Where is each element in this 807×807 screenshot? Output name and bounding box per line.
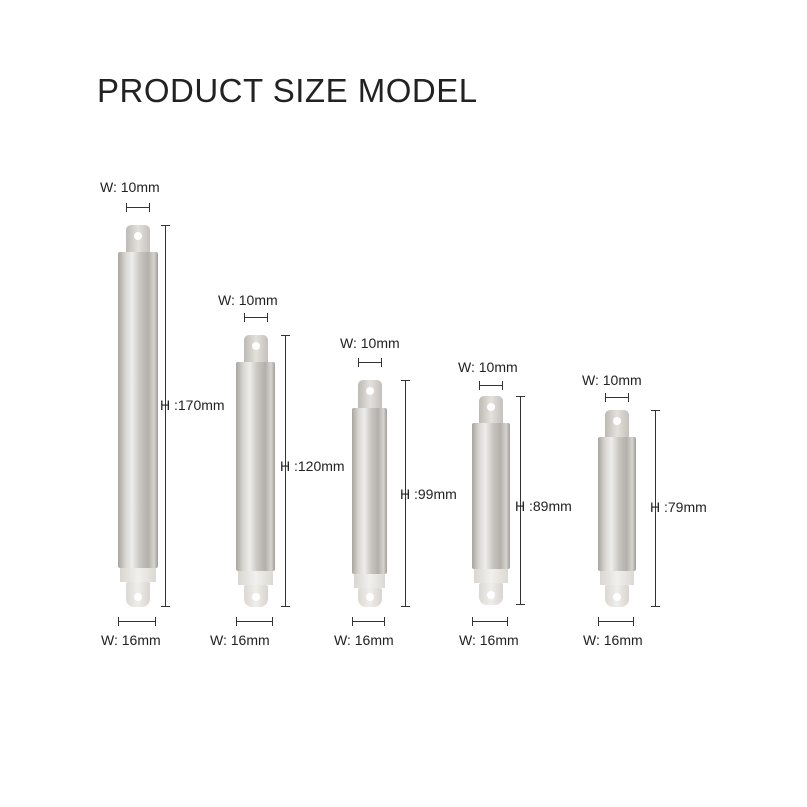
mounting-hole <box>487 591 495 599</box>
bottom-width-label: W: 16mm <box>334 632 394 648</box>
mounting-hole <box>251 342 260 350</box>
bottom-mounting-tab <box>126 582 150 607</box>
bottom-collar <box>354 574 385 588</box>
bottom-width-dimension-line <box>598 617 634 626</box>
height-label: H :170mm <box>160 397 225 413</box>
bottom-width-label: W: 16mm <box>210 632 270 648</box>
bottom-width-dimension-line <box>352 617 385 626</box>
mounting-hole <box>613 417 621 425</box>
bottom-width-label: W: 16mm <box>459 632 519 648</box>
top-width-label: W: 10mm <box>458 359 518 375</box>
height-label: H :99mm <box>400 486 457 502</box>
top-mounting-tab <box>479 396 503 425</box>
actuator-cylinder <box>352 408 387 574</box>
top-width-dimension-line <box>479 381 503 390</box>
top-width-dimension-line <box>243 313 268 322</box>
mounting-hole <box>365 593 374 601</box>
top-mounting-tab <box>243 335 268 364</box>
height-dimension-line <box>651 410 660 607</box>
mounting-hole <box>134 232 142 240</box>
actuator-cylinder <box>118 252 158 568</box>
mounting-hole <box>613 593 621 601</box>
top-mounting-tab <box>357 380 382 410</box>
top-width-label: W: 10mm <box>340 335 400 351</box>
top-width-label: W: 10mm <box>100 179 160 195</box>
bottom-width-dimension-line <box>236 617 273 626</box>
mounting-hole <box>487 403 495 411</box>
bottom-width-dimension-line <box>118 617 156 626</box>
top-mounting-tab <box>126 225 150 254</box>
height-dimension-line <box>401 380 410 607</box>
bottom-collar <box>474 569 508 583</box>
bottom-width-dimension-line <box>472 617 508 626</box>
page-title: PRODUCT SIZE MODEL <box>97 72 478 109</box>
actuator-cylinder <box>598 437 636 571</box>
mounting-hole <box>134 593 142 601</box>
height-label: H :79mm <box>650 499 707 515</box>
top-width-label: W: 10mm <box>582 372 642 388</box>
height-label: H :120mm <box>280 458 345 474</box>
height-dimension-line <box>281 335 290 607</box>
height-label: H :89mm <box>515 498 572 514</box>
top-width-dimension-line <box>605 393 629 402</box>
bottom-mounting-tab <box>357 588 382 607</box>
top-width-label: W: 10mm <box>218 292 278 308</box>
height-dimension-line <box>161 225 170 607</box>
bottom-mounting-tab <box>479 583 503 605</box>
mounting-hole <box>251 593 260 601</box>
bottom-collar <box>600 571 634 585</box>
bottom-collar <box>238 571 273 585</box>
mounting-hole <box>365 387 374 395</box>
height-dimension-line <box>516 396 525 605</box>
actuator-cylinder <box>236 362 275 571</box>
bottom-width-label: W: 16mm <box>101 632 161 648</box>
top-width-dimension-line <box>357 358 382 367</box>
top-width-dimension-line <box>126 203 150 212</box>
bottom-mounting-tab <box>605 585 629 607</box>
bottom-mounting-tab <box>243 585 268 607</box>
top-mounting-tab <box>605 410 629 439</box>
bottom-collar <box>120 568 156 582</box>
actuator-cylinder <box>472 423 510 569</box>
bottom-width-label: W: 16mm <box>583 632 643 648</box>
